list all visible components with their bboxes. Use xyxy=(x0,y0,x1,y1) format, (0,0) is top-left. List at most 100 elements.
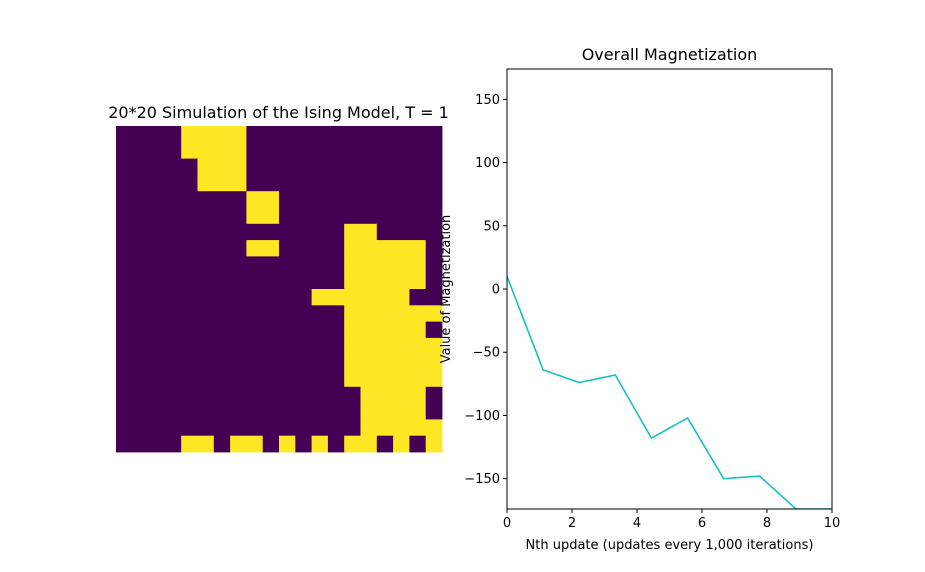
lattice-cell xyxy=(409,337,427,355)
lattice-cell xyxy=(213,142,231,159)
lattice-cell xyxy=(181,305,198,322)
lattice-cell xyxy=(181,142,198,159)
lattice-cell xyxy=(148,321,166,339)
lattice-cell xyxy=(279,256,296,274)
lattice-cell xyxy=(425,289,443,306)
lattice-cell xyxy=(230,272,247,290)
lattice-cell xyxy=(360,289,378,306)
lattice-cell xyxy=(213,386,231,404)
lattice-cell xyxy=(164,370,182,388)
lattice-cell xyxy=(393,174,410,192)
lattice-cell xyxy=(360,337,378,355)
lattice-cell xyxy=(164,435,182,453)
lattice-cell xyxy=(311,158,329,176)
lattice-cell xyxy=(213,256,231,274)
lattice-cell xyxy=(295,354,312,371)
y-tick-label: 100 xyxy=(475,156,500,171)
lattice-cell xyxy=(197,240,215,257)
lattice-cell xyxy=(262,191,280,208)
lattice-cell xyxy=(327,354,345,371)
lattice-cell xyxy=(246,305,264,322)
lattice-cell xyxy=(230,435,247,453)
lattice-cell xyxy=(279,354,296,371)
lattice-cell xyxy=(197,191,215,208)
y-axis-label: Value of Magnetization xyxy=(439,215,454,364)
lattice-cell xyxy=(197,174,215,192)
lattice-cell xyxy=(164,158,182,176)
heatmap-title: 20*20 Simulation of the Ising Model, T =… xyxy=(108,103,449,122)
lattice-cell xyxy=(376,272,394,290)
lattice-cell xyxy=(148,272,166,290)
lattice-cell xyxy=(262,435,280,453)
lattice-cell xyxy=(262,354,280,371)
lattice-cell xyxy=(376,256,394,274)
lattice-cell xyxy=(393,419,410,437)
lattice-cell xyxy=(132,158,149,176)
lattice-cell xyxy=(164,240,182,257)
lattice-cell xyxy=(132,142,149,159)
lattice-cell xyxy=(279,337,296,355)
lattice-cell xyxy=(279,305,296,322)
lattice-cell xyxy=(148,256,166,274)
lattice-cell xyxy=(197,289,215,306)
lattice-cell xyxy=(197,158,215,176)
lattice-cell xyxy=(213,240,231,257)
lattice-cell xyxy=(344,207,361,225)
lattice-cell xyxy=(409,354,427,371)
lattice-cell xyxy=(409,223,427,241)
lattice-cell xyxy=(409,321,427,339)
lattice-cell xyxy=(295,370,312,388)
lattice-cell xyxy=(262,419,280,437)
lattice-cell xyxy=(393,126,410,143)
lattice-cell xyxy=(213,158,231,176)
lattice-cell xyxy=(311,321,329,339)
lattice-cell xyxy=(148,337,166,355)
lattice-cell xyxy=(262,289,280,306)
lattice-cell xyxy=(409,272,427,290)
lattice-cell xyxy=(409,142,427,159)
lattice-cell xyxy=(262,386,280,404)
lattice-cell xyxy=(230,370,247,388)
lattice-cell xyxy=(262,370,280,388)
lattice-cell xyxy=(393,354,410,371)
lattice-cell xyxy=(116,191,133,208)
lattice-cell xyxy=(393,223,410,241)
lattice-cell xyxy=(197,142,215,159)
y-tick-label: −50 xyxy=(473,346,500,361)
lattice-cell xyxy=(360,158,378,176)
lattice-cell xyxy=(132,370,149,388)
lattice-cell xyxy=(197,337,215,355)
lattice-cell xyxy=(279,370,296,388)
lattice-cell xyxy=(246,435,264,453)
lattice-cell xyxy=(213,191,231,208)
lattice-cell xyxy=(148,126,166,143)
lattice-cell xyxy=(376,126,394,143)
lattice-cell xyxy=(279,272,296,290)
lattice-cell xyxy=(393,337,410,355)
lattice-cell xyxy=(295,142,312,159)
lattice-cell xyxy=(311,386,329,404)
lattice-cell xyxy=(327,142,345,159)
lattice-cell xyxy=(376,207,394,225)
lattice-cell xyxy=(116,174,133,192)
lattice-cell xyxy=(376,158,394,176)
lattice-cell xyxy=(393,370,410,388)
lattice-cell xyxy=(409,419,427,437)
lattice-cell xyxy=(148,223,166,241)
lattice-cell xyxy=(425,142,443,159)
lattice-cell xyxy=(116,158,133,176)
lattice-cell xyxy=(230,256,247,274)
lattice-cell xyxy=(164,419,182,437)
lattice-cell xyxy=(181,435,198,453)
lattice-cell xyxy=(295,386,312,404)
lattice-cell xyxy=(181,207,198,225)
lattice-cell xyxy=(409,289,427,306)
lattice-cell xyxy=(360,174,378,192)
lattice-cell xyxy=(197,256,215,274)
lattice-cell xyxy=(295,305,312,322)
lattice-cell xyxy=(197,223,215,241)
lattice-cell xyxy=(246,321,264,339)
lattice-cell xyxy=(376,142,394,159)
lattice-cell xyxy=(148,386,166,404)
